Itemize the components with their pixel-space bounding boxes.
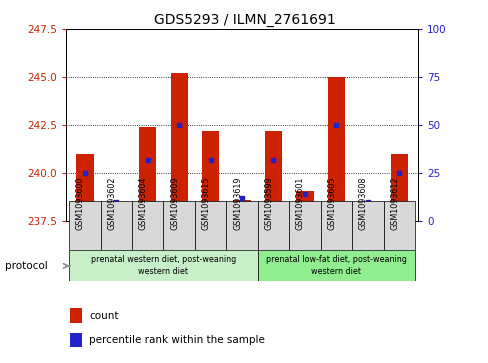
Point <box>394 171 402 176</box>
Point <box>363 199 371 205</box>
Bar <box>101 201 132 250</box>
Text: protocol: protocol <box>5 261 47 271</box>
Text: GSM1093599: GSM1093599 <box>264 176 273 230</box>
Text: GSM1093612: GSM1093612 <box>389 176 398 230</box>
Text: GSM1093615: GSM1093615 <box>201 176 210 230</box>
Bar <box>351 201 383 250</box>
Point <box>175 122 183 128</box>
Bar <box>69 250 257 281</box>
Text: percentile rank within the sample: percentile rank within the sample <box>89 335 264 345</box>
Text: GSM1093601: GSM1093601 <box>295 176 305 230</box>
Bar <box>320 201 351 250</box>
Text: GSM1093609: GSM1093609 <box>170 176 179 230</box>
Bar <box>139 127 156 221</box>
Point <box>81 171 89 176</box>
Text: prenatal low-fat diet, post-weaning
western diet: prenatal low-fat diet, post-weaning west… <box>265 256 406 276</box>
Bar <box>163 201 195 250</box>
Bar <box>296 191 313 221</box>
Point <box>206 157 214 163</box>
Text: count: count <box>89 310 118 321</box>
Point <box>143 157 151 163</box>
Point <box>112 199 120 205</box>
Text: GSM1093605: GSM1093605 <box>326 176 336 230</box>
Text: GSM1093619: GSM1093619 <box>233 176 242 230</box>
Bar <box>195 201 226 250</box>
Bar <box>257 250 414 281</box>
Text: GSM1093604: GSM1093604 <box>139 176 147 230</box>
Bar <box>358 216 376 221</box>
Text: GSM1093600: GSM1093600 <box>76 176 85 230</box>
Bar <box>202 131 219 221</box>
Bar <box>69 333 81 347</box>
Text: GDS5293 / ILMN_2761691: GDS5293 / ILMN_2761691 <box>153 13 335 27</box>
Bar <box>69 309 81 323</box>
Text: prenatal western diet, post-weaning
western diet: prenatal western diet, post-weaning west… <box>91 256 236 276</box>
Bar <box>390 154 407 221</box>
Point <box>238 195 245 201</box>
Bar <box>76 154 93 221</box>
Bar <box>288 201 320 250</box>
Text: GSM1093602: GSM1093602 <box>107 176 116 230</box>
Point <box>301 192 308 197</box>
Bar <box>107 208 125 221</box>
Bar <box>226 201 257 250</box>
Text: GSM1093608: GSM1093608 <box>358 176 367 230</box>
Point <box>332 122 340 128</box>
Bar <box>69 201 101 250</box>
Bar <box>233 200 250 221</box>
Point <box>269 157 277 163</box>
Bar <box>132 201 163 250</box>
Bar <box>257 201 288 250</box>
Bar <box>327 77 345 221</box>
Bar <box>383 201 414 250</box>
Bar <box>264 131 282 221</box>
Bar <box>170 73 187 221</box>
